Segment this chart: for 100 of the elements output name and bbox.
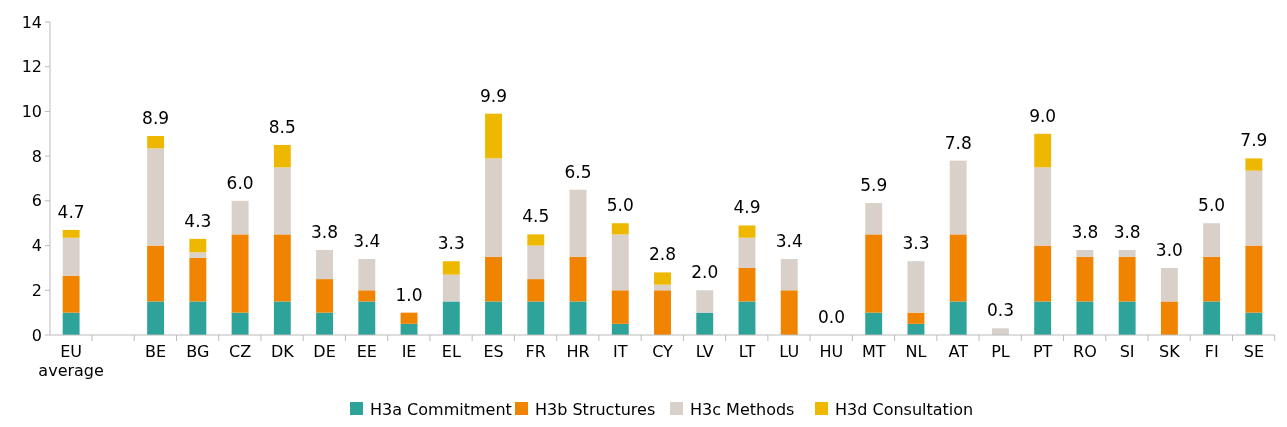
bar [1034, 301, 1052, 335]
total-label: 5.9 [860, 175, 888, 196]
bar [1034, 167, 1052, 246]
y-tick-label: 6 [31, 191, 42, 211]
x-tick-label: PT [1032, 342, 1053, 361]
bar [1118, 256, 1136, 302]
y-tick-label: 0 [31, 325, 42, 345]
y-tick-label: 4 [31, 236, 42, 256]
x-tick-label: FR [525, 342, 546, 361]
bar [780, 290, 798, 335]
bar [738, 301, 756, 335]
bar [780, 258, 798, 291]
x-tick-label: CY [652, 342, 674, 361]
x-tick-label: BE [145, 342, 167, 361]
bar [358, 301, 376, 335]
bar [189, 301, 207, 335]
total-label: 7.9 [1240, 130, 1268, 151]
total-label: 6.0 [226, 172, 254, 193]
total-label: 6.5 [564, 161, 592, 182]
total-label: 3.4 [353, 230, 381, 251]
bar [611, 223, 629, 235]
bar [442, 261, 460, 275]
bar [1203, 301, 1221, 335]
x-tick-label: CZ [229, 342, 252, 361]
bar [485, 256, 502, 302]
legend-label: H3d Consultation [835, 399, 974, 419]
x-tick-label: SK [1159, 342, 1181, 361]
bar [358, 258, 376, 291]
x-tick-label: LU [779, 342, 800, 361]
bar [949, 234, 967, 302]
x-tick-label: FI [1204, 342, 1219, 361]
bar [485, 158, 502, 257]
bar [147, 148, 165, 246]
total-label: 4.5 [522, 206, 550, 227]
total-label: 8.5 [268, 116, 296, 137]
total-label: 4.9 [733, 197, 761, 218]
x-tick-label: EU average [38, 342, 104, 380]
bar [1245, 158, 1263, 171]
bar [907, 312, 925, 324]
legend-label: H3c Methods [690, 399, 795, 419]
bar [611, 234, 629, 291]
bar [147, 136, 165, 149]
bar [569, 189, 587, 257]
total-label: 3.8 [311, 222, 339, 243]
x-tick-label: SE [1243, 342, 1265, 361]
bar [1076, 301, 1094, 335]
bar [189, 238, 207, 253]
x-tick-label: AT [948, 342, 969, 361]
y-tick-label: 2 [31, 280, 42, 300]
total-label: 4.7 [57, 201, 85, 222]
bar [273, 167, 291, 235]
bar [485, 113, 502, 159]
bar [358, 290, 376, 302]
total-label: 2.0 [691, 262, 719, 283]
legend-label: H3a Commitment [370, 399, 512, 419]
x-tick-label: IT [613, 342, 628, 361]
x-tick-label: LT [738, 342, 756, 361]
bar [1203, 223, 1221, 257]
bar [949, 301, 967, 335]
bar [1118, 301, 1136, 335]
bar [62, 237, 80, 276]
total-label: 3.0 [1155, 239, 1183, 260]
bar [231, 234, 249, 313]
bar [273, 301, 291, 335]
x-tick-label: LV [695, 342, 714, 361]
bar [189, 257, 207, 302]
total-label: 0.3 [986, 300, 1014, 321]
bar [611, 323, 629, 335]
total-label: 1.0 [395, 284, 423, 305]
bar [231, 200, 249, 235]
x-tick-label: BG [186, 342, 210, 361]
x-tick-label: IE [401, 342, 417, 361]
bar [1160, 301, 1178, 335]
total-label: 5.0 [1198, 195, 1226, 216]
x-tick-label: EL [441, 342, 461, 361]
total-label: 7.8 [944, 132, 972, 153]
bar [62, 275, 80, 313]
bar [62, 312, 80, 335]
bar [273, 144, 291, 168]
x-tick-label: NL [905, 342, 927, 361]
x-tick-label: DK [270, 342, 295, 361]
bar [147, 245, 165, 302]
total-label: 9.0 [1029, 105, 1057, 126]
bar [865, 234, 883, 313]
bar [527, 234, 545, 246]
total-label: 5.0 [606, 195, 634, 216]
bar [1245, 170, 1263, 246]
bar [738, 237, 756, 268]
bar [865, 312, 883, 335]
bar [1076, 256, 1094, 302]
total-label: 9.9 [480, 85, 508, 106]
total-label: 3.8 [1071, 222, 1099, 243]
bar [485, 301, 502, 335]
x-tick-label: HU [819, 342, 844, 361]
bar [569, 256, 587, 302]
total-label: 0.0 [817, 307, 845, 327]
bar [400, 323, 418, 335]
bar [1245, 245, 1263, 313]
bar [316, 279, 334, 313]
bar [1245, 312, 1263, 335]
